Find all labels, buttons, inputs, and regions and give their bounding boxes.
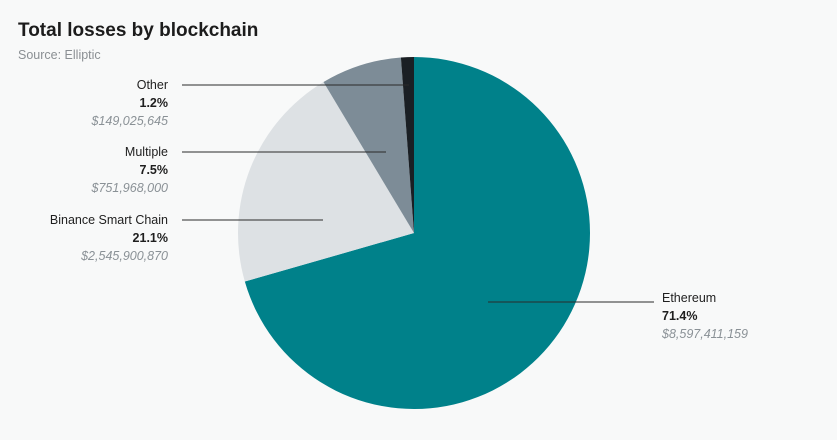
pie-slice-binance-smart-chain: [237, 82, 414, 282]
pie-slice-multiple: [323, 57, 414, 233]
label-name-ethereum: Ethereum: [662, 291, 716, 305]
pie-slice-ethereum: [244, 57, 590, 409]
label-name-multiple: Multiple: [125, 145, 168, 159]
label-value-multiple: $751,968,000: [91, 181, 169, 195]
label-percent-multiple: 7.5%: [140, 163, 169, 177]
pie-slices: [237, 57, 590, 409]
label-name-binance-smart-chain: Binance Smart Chain: [50, 213, 168, 227]
chart-subtitle: Source: Elliptic: [18, 48, 101, 62]
slice-labels: Ethereum 71.4% $8,597,411,159 Binance Smart…: [50, 78, 748, 341]
pie-slice-other: [400, 57, 414, 233]
leader-lines: [182, 84, 654, 303]
label-value-binance-smart-chain: $2,545,900,870: [80, 249, 168, 263]
chart-title: Total losses by blockchain: [18, 20, 259, 41]
label-percent-other: 1.2%: [140, 96, 169, 110]
label-name-other: Other: [137, 78, 168, 92]
label-value-ethereum: $8,597,411,159: [661, 327, 748, 341]
label-percent-ethereum: 71.4%: [662, 309, 697, 323]
label-percent-binance-smart-chain: 21.1%: [133, 231, 168, 245]
label-value-other: $149,025,645: [91, 114, 169, 128]
